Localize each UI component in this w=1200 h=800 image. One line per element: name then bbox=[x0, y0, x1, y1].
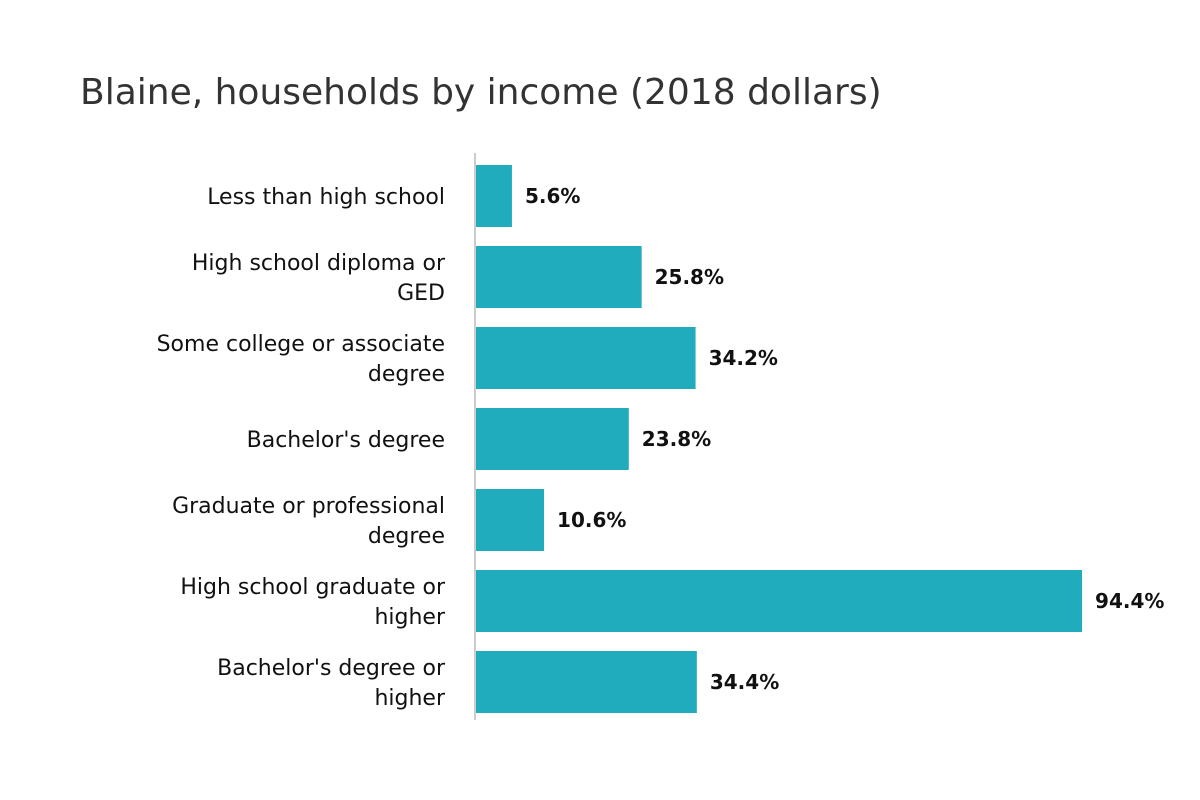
category-label: Bachelor's degree or higher bbox=[217, 656, 446, 711]
bar bbox=[476, 165, 512, 227]
category-label: High school diploma or GED bbox=[192, 251, 446, 306]
value-label: 5.6% bbox=[525, 184, 580, 208]
category-label: Graduate or professional degree bbox=[172, 494, 445, 549]
category-label: Some college or associate degree bbox=[157, 332, 445, 387]
value-label: 23.8% bbox=[642, 427, 711, 451]
chart-title: Blaine, households by income (2018 dolla… bbox=[80, 72, 882, 113]
bar bbox=[476, 408, 629, 470]
value-label: 34.2% bbox=[709, 346, 778, 370]
category-label: High school graduate or higher bbox=[180, 575, 446, 630]
category-label: Less than high school bbox=[207, 185, 445, 210]
category-label: Bachelor's degree bbox=[247, 428, 445, 453]
bar bbox=[476, 489, 545, 551]
value-label: 34.4% bbox=[710, 670, 779, 694]
value-label: 94.4% bbox=[1095, 589, 1164, 613]
value-label: 25.8% bbox=[655, 265, 724, 289]
bar bbox=[476, 246, 642, 308]
value-label: 10.6% bbox=[557, 508, 626, 532]
bar bbox=[476, 570, 1083, 632]
bar bbox=[476, 651, 697, 713]
bar bbox=[476, 327, 696, 389]
